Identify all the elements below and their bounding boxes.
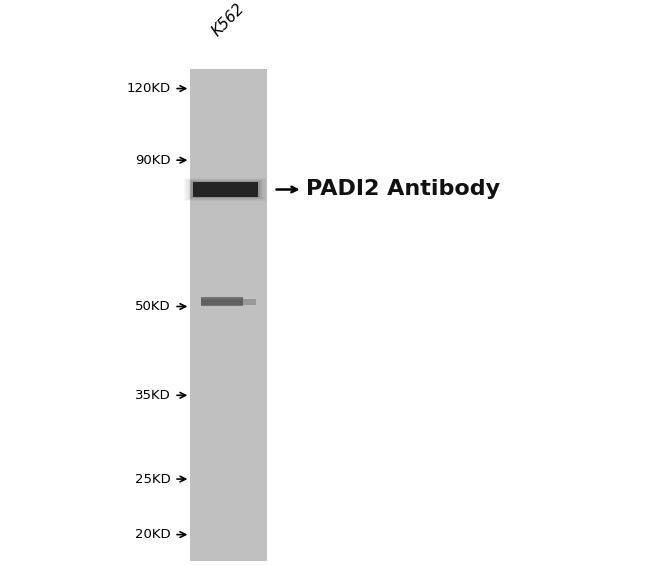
Bar — [194, 182, 257, 197]
Bar — [191, 181, 260, 198]
Text: 50KD: 50KD — [135, 300, 171, 313]
Text: 35KD: 35KD — [135, 389, 171, 402]
Text: 90KD: 90KD — [135, 154, 171, 167]
Bar — [190, 68, 267, 561]
Bar — [188, 180, 263, 199]
Text: 25KD: 25KD — [135, 472, 171, 485]
Bar — [202, 299, 255, 305]
Bar — [187, 179, 265, 200]
Text: 120KD: 120KD — [127, 82, 171, 95]
Bar — [184, 177, 267, 201]
Bar — [202, 297, 243, 306]
Text: PADI2 Antibody: PADI2 Antibody — [306, 180, 500, 199]
Text: K562: K562 — [209, 1, 248, 39]
Text: 20KD: 20KD — [135, 528, 171, 541]
